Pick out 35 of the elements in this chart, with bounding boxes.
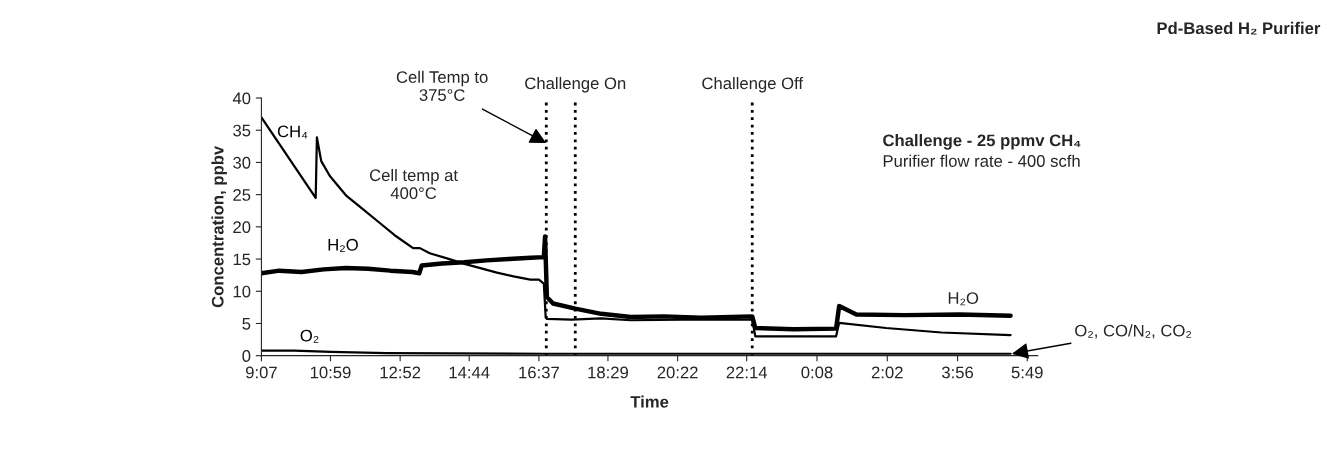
- y-tick-label: 30: [233, 156, 251, 169]
- y-axis-title: Concentration, ppbv: [211, 145, 227, 308]
- y-tick-label: 5: [242, 318, 251, 330]
- y-tick-label: 35: [233, 124, 251, 137]
- series-label: O₂: [300, 329, 319, 343]
- ref-line-label: Cell Temp to 375°C: [396, 70, 488, 101]
- annotation: Challenge - 25 ppmv CH₄: [883, 134, 1081, 150]
- x-tick-label: 22:14: [726, 366, 768, 379]
- annotation: Cell temp at 400°C: [369, 168, 458, 200]
- y-tick-label: 0: [242, 350, 251, 362]
- text: Pd-Based H₂ Purifier: [1157, 21, 1321, 35]
- y-tick-label: 20: [233, 221, 251, 234]
- annotation: Purifier flow rate - 400 scfh: [883, 154, 1080, 167]
- x-tick-label: 20:22: [657, 366, 698, 379]
- y-tick-label: 10: [233, 285, 251, 298]
- ref-line-label: Challenge Off: [702, 76, 804, 93]
- y-tick-label: 25: [233, 189, 251, 201]
- x-axis-title: Time: [630, 395, 669, 408]
- x-tick-label: 0:08: [801, 366, 833, 379]
- y-tick-label: 40: [232, 92, 251, 105]
- x-tick-label: 3:56: [941, 366, 974, 379]
- ref-line-label: Challenge On: [525, 76, 626, 93]
- annotation: O₂, CO/N₂, CO₂: [1075, 324, 1192, 339]
- annotation: H₂O: [328, 238, 358, 252]
- y-tick-label: 15: [233, 253, 251, 266]
- x-tick-label: 9:07: [245, 366, 277, 379]
- x-tick-label: 5:49: [1011, 366, 1043, 379]
- x-tick-label: 18:29: [588, 366, 629, 379]
- series-label: CH₄: [277, 125, 308, 139]
- x-tick-label: 16:37: [519, 366, 559, 379]
- x-tick-label: 10:59: [310, 366, 351, 379]
- x-tick-label: 12:52: [380, 366, 421, 379]
- series-label: H₂O: [948, 292, 979, 306]
- x-tick-label: 14:44: [449, 366, 490, 379]
- x-tick-label: 2:02: [871, 366, 903, 379]
